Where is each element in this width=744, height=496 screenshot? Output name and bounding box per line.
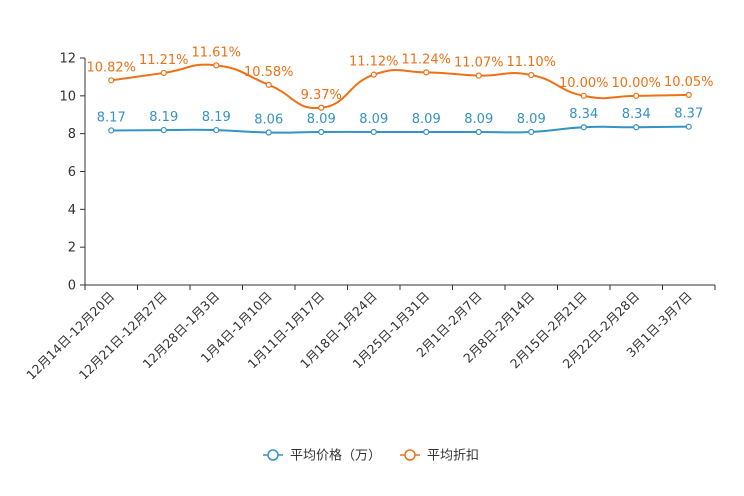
price-data-label: 8.09 xyxy=(412,112,441,127)
discount-data-label: 10.00% xyxy=(611,76,661,91)
price-data-label: 8.17 xyxy=(97,110,126,125)
price-data-label: 8.19 xyxy=(149,110,178,125)
price-data-label: 8.09 xyxy=(464,112,493,127)
y-axis: 0 2 4 6 8 10 12 xyxy=(59,52,86,294)
price-data-label: 8.09 xyxy=(307,112,336,127)
price-data-label: 8.34 xyxy=(622,107,651,122)
price-point xyxy=(475,128,482,136)
price-point xyxy=(370,128,377,136)
y-tick-label: 2 xyxy=(68,241,76,256)
price-point xyxy=(108,127,115,134)
discount-point xyxy=(475,72,482,79)
price-line xyxy=(111,125,689,134)
price-point xyxy=(685,123,692,130)
legend-price[interactable]: 平均价格（万） xyxy=(263,448,381,464)
legend-discount-label: 平均折扣 xyxy=(427,449,479,464)
discount-data-label: 11.61% xyxy=(191,45,241,60)
discount-data-label: 11.10% xyxy=(506,55,556,70)
legend-price-marker-icon xyxy=(267,449,279,461)
x-tick-label: 12月21日-12月27日 xyxy=(76,289,170,383)
legend-discount[interactable]: 平均折扣 xyxy=(400,449,479,464)
legend-price-label: 平均价格（万） xyxy=(290,448,381,464)
x-tick-label: 12月14日-12月20日 xyxy=(23,289,117,383)
price-data-label: 8.06 xyxy=(254,113,283,128)
discount-point xyxy=(265,81,272,88)
discount-point xyxy=(633,92,640,99)
discount-point xyxy=(160,69,167,77)
price-data-label: 8.09 xyxy=(517,112,546,127)
discount-data-label: 10.82% xyxy=(86,60,136,75)
discount-data-label: 11.07% xyxy=(454,56,504,71)
discount-point xyxy=(213,62,220,69)
price-series: 8.17 8.19 8.19 8.06 8.09 8.09 8.09 8.09 8.09 8.34… xyxy=(97,107,703,136)
discount-point xyxy=(108,77,115,84)
discount-data-label: 10.05% xyxy=(664,75,714,90)
price-point xyxy=(213,126,220,134)
series-layer: 8.17 8.19 8.19 8.06 8.09 8.09 8.09 8.09 8.09 8.34… xyxy=(86,45,714,136)
discount-data-label: 10.58% xyxy=(244,65,294,80)
price-data-label: 8.34 xyxy=(569,107,598,122)
price-point xyxy=(528,128,535,136)
y-tick-label: 4 xyxy=(68,203,76,218)
discount-data-label: 10.00% xyxy=(559,76,609,91)
discount-point xyxy=(318,104,325,111)
y-tick-label: 0 xyxy=(68,279,76,294)
discount-point xyxy=(580,92,587,99)
legend-discount-marker-icon xyxy=(404,449,416,461)
price-data-label: 8.37 xyxy=(674,107,703,122)
y-tick-label: 10 xyxy=(59,89,76,104)
discount-data-label: 11.21% xyxy=(139,53,189,68)
price-point xyxy=(265,129,272,136)
price-point xyxy=(160,126,167,134)
discount-data-label: 11.24% xyxy=(401,52,451,67)
discount-point xyxy=(685,91,692,98)
discount-series: 10.82% 11.21%11.61%10.58% 9.37% 11.12% 11.24… xyxy=(86,45,714,111)
price-point xyxy=(318,128,325,136)
price-point xyxy=(633,124,640,131)
discount-point xyxy=(528,71,535,79)
price-point xyxy=(580,124,587,131)
price-data-label: 8.09 xyxy=(359,112,388,127)
y-tick-label: 12 xyxy=(59,52,76,67)
y-tick-label: 6 xyxy=(68,165,76,180)
discount-data-label: 11.12% xyxy=(349,55,399,70)
price-point xyxy=(423,128,430,136)
discount-data-label: 9.37% xyxy=(301,88,342,103)
discount-point xyxy=(423,69,430,76)
y-tick-label: 8 xyxy=(68,127,76,142)
price-data-label: 8.19 xyxy=(202,110,231,125)
legend[interactable]: 平均价格（万） 平均折扣 xyxy=(263,448,479,464)
discount-point xyxy=(370,71,377,78)
x-axis: 12月14日-12月20日12月21日-12月27日12月28日-1月3日1月4… xyxy=(23,284,716,383)
